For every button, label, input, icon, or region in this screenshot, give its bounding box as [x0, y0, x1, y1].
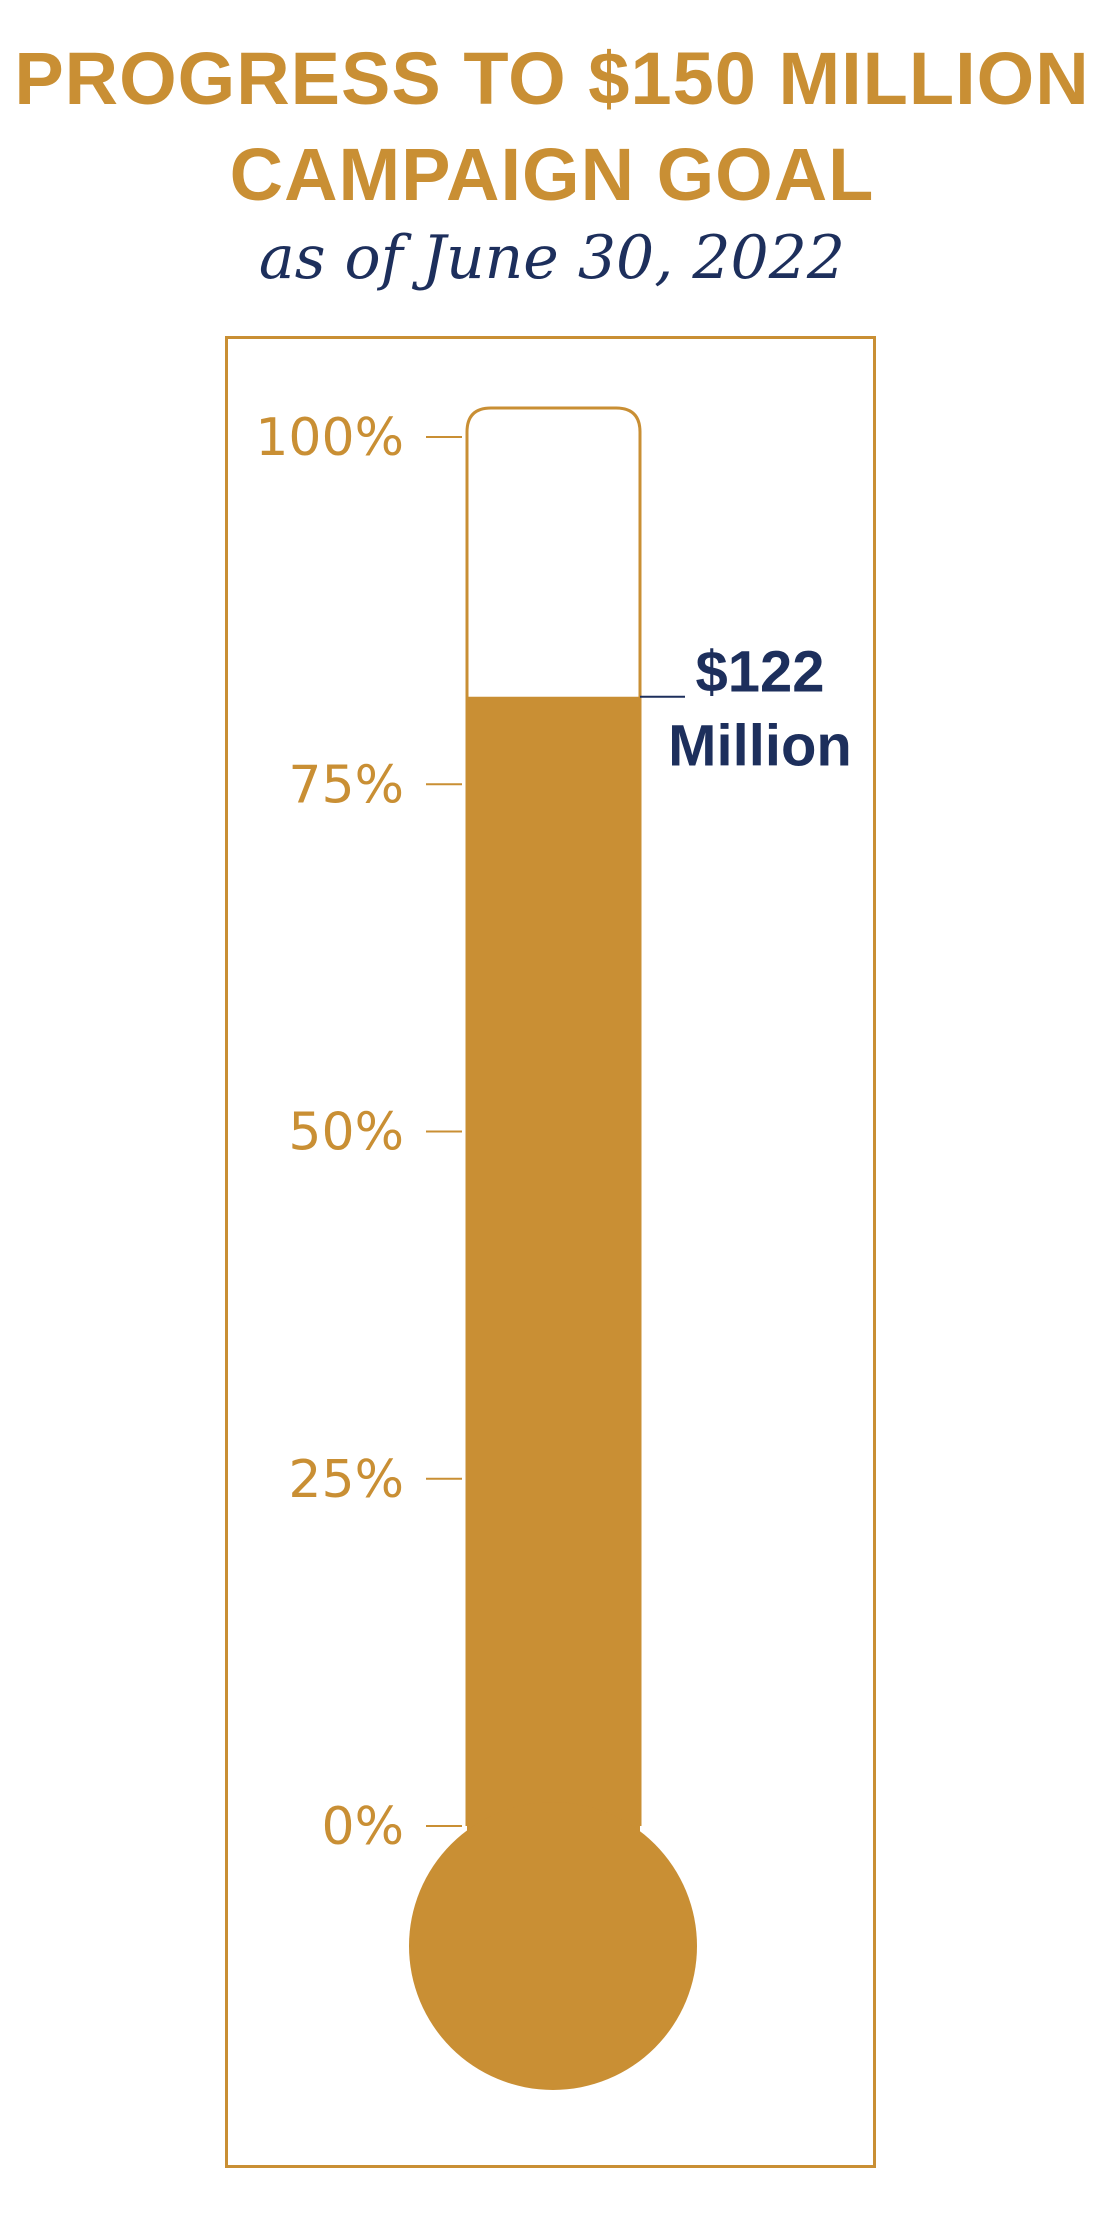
chart-frame	[225, 336, 876, 2168]
tick-label-50: 50%	[288, 1103, 404, 1163]
tick-label-75: 75%	[288, 755, 404, 815]
chart-title-line-1: PROGRESS TO $150 MILLION	[14, 37, 1090, 120]
tick-label-0: 0%	[322, 1797, 405, 1857]
thermometer-bulb	[409, 1802, 697, 2090]
chart-title-line-2: CAMPAIGN GOAL	[229, 133, 875, 216]
progress-fill-bar	[467, 696, 640, 1947]
thermometer-tube-outline	[465, 406, 642, 1826]
callout-amount: $122	[695, 640, 824, 705]
tick-label-25: 25%	[288, 1450, 404, 1510]
axis-ticks: 100% 75% 50% 25% 0%	[255, 408, 462, 1857]
chart-subtitle: as of June 30, 2022	[258, 223, 846, 293]
callout-unit: Million	[668, 714, 852, 779]
tick-label-100: 100%	[255, 408, 404, 468]
